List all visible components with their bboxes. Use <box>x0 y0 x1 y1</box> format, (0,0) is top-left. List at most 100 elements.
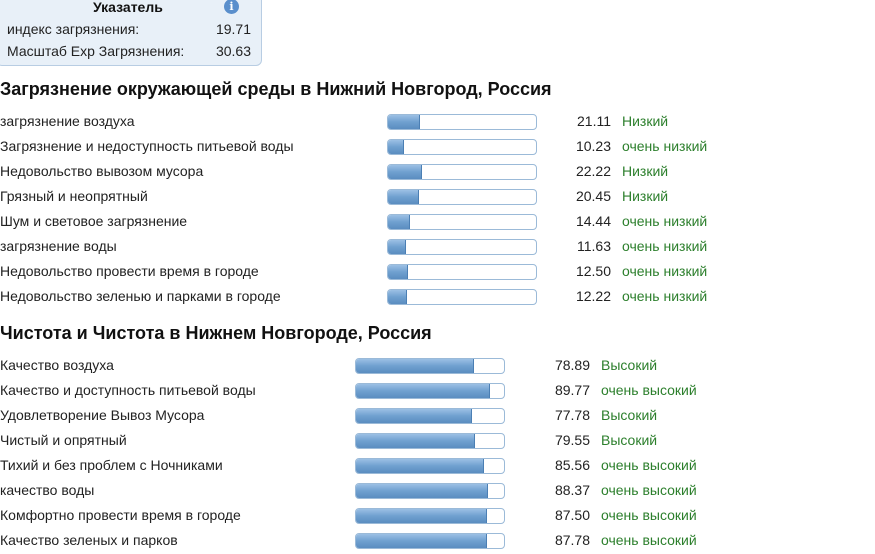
table-row: Недовольство зеленью и парками в городе 1… <box>0 285 875 310</box>
row-level: очень низкий <box>622 213 708 229</box>
progress-bar <box>355 533 505 549</box>
progress-bar <box>387 214 537 230</box>
row-label: Чистый и опрятный <box>0 432 127 448</box>
index-title: Указатель <box>93 0 163 15</box>
row-label: загрязнение воды <box>0 238 117 254</box>
row-value: 12.22 <box>575 288 611 304</box>
table-row: Тихий и без проблем с Ночниками 85.56 очен… <box>0 454 875 479</box>
row-level: очень высокий <box>601 382 697 398</box>
row-value: 10.23 <box>575 138 611 154</box>
row-level: Высокий <box>601 357 658 373</box>
row-value: 22.22 <box>575 163 611 179</box>
table-row: Недовольство вывозом мусора 22.22 Низкий <box>0 160 875 185</box>
row-label: Удовлетворение Вывоз Мусора <box>0 407 205 423</box>
progress-bar-fill <box>388 240 407 254</box>
table-row: Чистый и опрятный 79.55 Высокий <box>0 429 875 454</box>
table-row: Качество зеленых и парков 87.78 очень высо… <box>0 529 875 554</box>
row-value: 87.50 <box>554 507 590 523</box>
table-row: Загрязнение и недоступность питьевой вод… <box>0 135 875 160</box>
table-row: загрязнение воздуха 21.11 Низкий <box>0 110 875 135</box>
progress-bar <box>387 264 537 280</box>
progress-bar <box>387 114 537 130</box>
table-row: Комфортно провести время в городе 87.50 оч… <box>0 504 875 529</box>
row-level: очень высокий <box>601 507 697 523</box>
progress-bar-fill <box>356 434 475 448</box>
table-row: Удовлетворение Вывоз Мусора 77.78 Высокий <box>0 404 875 429</box>
row-value: 88.37 <box>554 482 590 498</box>
row-label: Комфортно провести время в городе <box>0 507 241 523</box>
row-level: Высокий <box>601 432 658 448</box>
index-label-pollution: индекс загрязнения: <box>7 21 140 37</box>
index-box: Указатель i индекс загрязнения: 19.71 Ма… <box>0 0 262 66</box>
progress-bar-fill <box>388 290 408 304</box>
progress-bar <box>387 289 537 305</box>
info-icon[interactable]: i <box>224 0 239 14</box>
row-level: очень низкий <box>622 138 708 154</box>
row-level: Низкий <box>622 163 669 179</box>
row-value: 77.78 <box>554 407 590 423</box>
progress-bar-fill <box>356 534 487 548</box>
progress-bar-fill <box>388 140 405 154</box>
progress-bar <box>355 358 505 374</box>
progress-bar <box>355 408 505 424</box>
row-value: 21.11 <box>577 113 611 129</box>
row-value: 12.50 <box>575 263 611 279</box>
pollution-heading: Загрязнение окружающей среды в Нижний Но… <box>0 79 552 99</box>
row-value: 20.45 <box>575 188 611 204</box>
progress-bar <box>355 508 505 524</box>
row-label: Загрязнение и недоступность питьевой вод… <box>0 138 294 154</box>
row-value: 79.55 <box>554 432 590 448</box>
progress-bar <box>387 189 537 205</box>
row-label: Тихий и без проблем с Ночниками <box>0 457 223 473</box>
table-row: Грязный и неопрятный 20.45 Низкий <box>0 185 875 210</box>
row-level: Низкий <box>622 113 669 129</box>
row-label: Качество воздуха <box>0 357 114 373</box>
row-level: очень низкий <box>622 238 708 254</box>
row-label: Качество зеленых и парков <box>0 532 178 548</box>
progress-bar <box>355 383 505 399</box>
progress-bar-fill <box>388 265 408 279</box>
progress-bar-fill <box>388 115 421 129</box>
row-level: очень низкий <box>622 263 708 279</box>
row-label: загрязнение воздуха <box>0 113 135 129</box>
progress-bar <box>355 483 505 499</box>
row-value: 78.89 <box>554 357 590 373</box>
table-row: качество воды 88.37 очень высокий <box>0 479 875 504</box>
row-level: очень высокий <box>601 532 697 548</box>
table-row: Качество и доступность питьевой воды 89.7… <box>0 379 875 404</box>
table-row: загрязнение воды 11.63 очень низкий <box>0 235 875 260</box>
row-level: очень низкий <box>622 288 708 304</box>
progress-bar <box>387 164 537 180</box>
row-label: Недовольство зеленью и парками в городе <box>0 288 281 304</box>
purity-heading: Чистота и Чистота в Нижнем Новгороде, Ро… <box>0 323 432 343</box>
progress-bar-fill <box>356 459 484 473</box>
index-value-exp-scale: 30.63 <box>215 43 251 59</box>
row-value: 89.77 <box>554 382 590 398</box>
row-value: 87.78 <box>554 532 590 548</box>
table-row: Шум и световое загрязнение 14.44 очень низ… <box>0 210 875 235</box>
row-value: 11.63 <box>577 238 611 254</box>
progress-bar-fill <box>388 215 411 229</box>
progress-bar <box>387 239 537 255</box>
progress-bar <box>355 458 505 474</box>
row-label: Грязный и неопрятный <box>0 188 148 204</box>
row-level: Высокий <box>601 407 658 423</box>
row-label: Шум и световое загрязнение <box>0 213 188 229</box>
progress-bar-fill <box>356 409 473 423</box>
index-value-pollution: 19.71 <box>215 21 251 37</box>
row-value: 85.56 <box>554 457 590 473</box>
progress-bar-fill <box>356 384 490 398</box>
row-level: очень высокий <box>601 457 697 473</box>
row-label: Недовольство провести время в городе <box>0 263 259 279</box>
progress-bar-fill <box>356 359 474 373</box>
progress-bar-fill <box>388 165 422 179</box>
row-level: Низкий <box>622 188 669 204</box>
progress-bar-fill <box>388 190 420 204</box>
progress-bar <box>387 139 537 155</box>
row-label: Недовольство вывозом мусора <box>0 163 204 179</box>
row-level: очень высокий <box>601 482 697 498</box>
progress-bar <box>355 433 505 449</box>
row-label: Качество и доступность питьевой воды <box>0 382 256 398</box>
progress-bar-fill <box>356 484 488 498</box>
progress-bar-fill <box>356 509 487 523</box>
